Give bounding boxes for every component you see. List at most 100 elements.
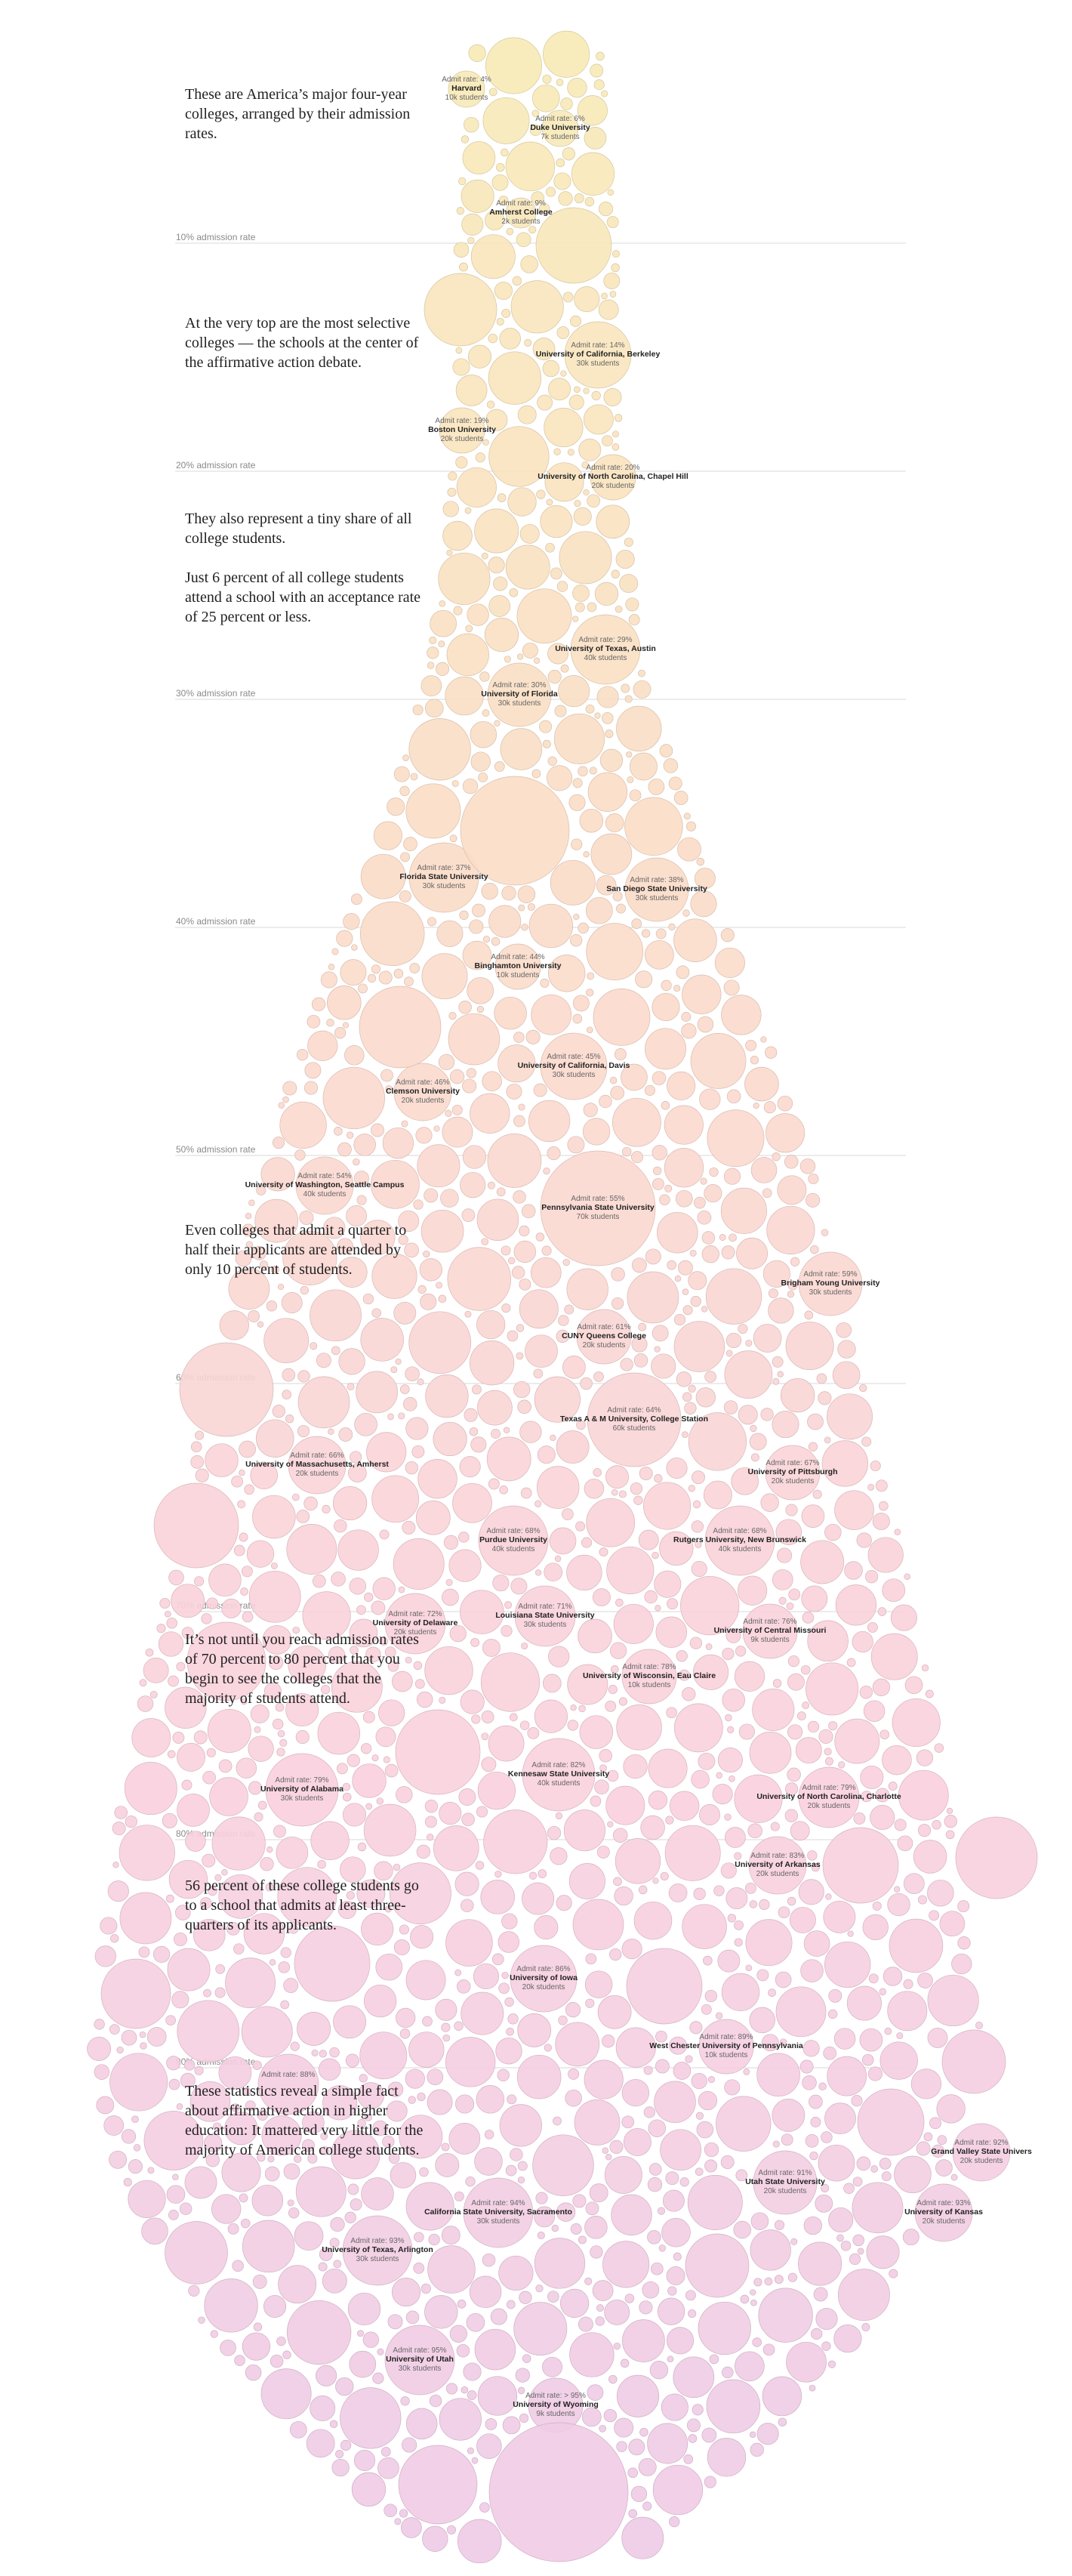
college-bubble[interactable] — [592, 1588, 611, 1607]
college-bubble[interactable] — [518, 1103, 525, 1111]
college-bubble[interactable] — [427, 917, 437, 927]
college-bubble[interactable] — [647, 2423, 688, 2464]
college-bubble[interactable] — [405, 2408, 438, 2440]
college-bubble[interactable] — [556, 2202, 576, 2222]
college-bubble[interactable] — [491, 1429, 501, 1439]
college-bubble[interactable] — [454, 2021, 464, 2031]
college-bubble[interactable] — [809, 2384, 816, 2392]
college-bubble[interactable] — [408, 2031, 445, 2068]
college-bubble[interactable] — [382, 2135, 395, 2149]
college-bubble[interactable] — [688, 1271, 707, 1291]
college-bubble[interactable] — [694, 868, 716, 890]
college-bubble[interactable] — [466, 1068, 476, 1078]
college-bubble[interactable] — [288, 2207, 300, 2219]
college-bubble[interactable] — [519, 1225, 530, 1237]
college-bubble[interactable] — [177, 2000, 240, 2063]
college-bubble[interactable] — [455, 456, 468, 469]
college-bubble[interactable] — [626, 1948, 703, 2025]
college-bubble[interactable] — [802, 2075, 817, 2090]
college-bubble[interactable] — [860, 1765, 884, 1790]
college-bubble[interactable] — [824, 1757, 833, 1766]
college-bubble[interactable] — [168, 1569, 184, 1586]
college-bubble[interactable] — [587, 772, 628, 812]
college-bubble[interactable] — [913, 1840, 947, 1874]
college-bubble[interactable] — [328, 964, 335, 970]
college-bubble[interactable] — [424, 1816, 437, 1828]
college-bubble[interactable] — [562, 292, 574, 303]
college-bubble[interactable] — [673, 985, 681, 992]
college-bubble[interactable] — [288, 1924, 298, 1934]
college-bubble[interactable] — [745, 1964, 753, 1972]
college-bubble[interactable] — [462, 1145, 487, 1169]
college-bubble[interactable] — [630, 1482, 643, 1495]
college-bubble[interactable] — [802, 2040, 820, 2057]
college-bubble[interactable] — [607, 1821, 614, 1828]
college-bubble[interactable] — [780, 1377, 815, 1413]
college-bubble[interactable] — [342, 2215, 413, 2286]
college-bubble[interactable] — [276, 1748, 285, 1757]
college-bubble[interactable] — [629, 789, 642, 802]
college-bubble[interactable] — [745, 1339, 753, 1347]
college-bubble[interactable] — [470, 1093, 510, 1134]
college-bubble[interactable] — [417, 1459, 457, 1499]
college-bubble[interactable] — [179, 1342, 274, 1437]
college-bubble[interactable] — [433, 1125, 440, 1132]
college-bubble[interactable] — [645, 939, 674, 970]
college-bubble[interactable] — [233, 1943, 245, 1954]
college-bubble[interactable] — [399, 1384, 410, 1394]
college-bubble[interactable] — [560, 97, 573, 110]
college-bubble[interactable] — [941, 2029, 1006, 2094]
college-bubble[interactable] — [631, 1151, 643, 1164]
college-bubble[interactable] — [639, 2300, 653, 2315]
college-bubble[interactable] — [633, 1495, 643, 1505]
college-bubble[interactable] — [233, 1544, 245, 1556]
college-bubble[interactable] — [254, 1199, 299, 1243]
college-bubble[interactable] — [774, 2275, 784, 2284]
college-bubble[interactable] — [541, 1245, 552, 1256]
college-bubble[interactable] — [765, 1113, 806, 1153]
college-bubble[interactable] — [241, 1566, 253, 1578]
college-bubble[interactable] — [775, 1971, 792, 1988]
college-bubble[interactable] — [555, 2022, 600, 2067]
college-bubble[interactable] — [491, 936, 501, 946]
college-bubble[interactable] — [713, 1885, 725, 1896]
college-bubble[interactable] — [411, 1445, 425, 1458]
college-bubble[interactable] — [562, 1258, 570, 1266]
college-bubble[interactable] — [476, 1199, 519, 1241]
college-bubble[interactable] — [278, 2265, 317, 2304]
college-bubble[interactable] — [188, 2284, 200, 2297]
college-bubble[interactable] — [121, 2029, 137, 2046]
college-bubble[interactable] — [818, 1729, 833, 1744]
college-bubble[interactable] — [327, 986, 362, 1020]
college-bubble[interactable] — [362, 2331, 379, 2348]
college-bubble[interactable] — [201, 1613, 212, 1624]
college-bubble[interactable] — [528, 1871, 538, 1880]
college-bubble[interactable] — [660, 1871, 669, 1880]
college-bubble[interactable] — [356, 1879, 386, 1908]
college-bubble[interactable] — [461, 1208, 476, 1222]
college-bubble[interactable] — [367, 973, 377, 983]
college-bubble[interactable] — [577, 95, 608, 126]
college-bubble[interactable] — [691, 1769, 710, 1789]
college-bubble[interactable] — [487, 1181, 495, 1189]
college-bubble[interactable] — [910, 2069, 942, 2099]
college-bubble[interactable] — [669, 2036, 687, 2055]
college-bubble[interactable] — [734, 1920, 744, 1930]
college-bubble[interactable] — [112, 1862, 119, 1868]
college-bubble[interactable] — [681, 1023, 697, 1039]
college-bubble[interactable] — [623, 2127, 652, 2156]
college-bubble[interactable] — [506, 2300, 516, 2309]
college-bubble[interactable] — [574, 193, 584, 204]
college-bubble[interactable] — [535, 2192, 548, 2204]
college-bubble[interactable] — [387, 2314, 403, 2330]
college-bubble[interactable] — [435, 1998, 457, 2021]
college-bubble[interactable] — [917, 1973, 933, 1988]
college-bubble[interactable] — [784, 1809, 798, 1822]
college-bubble[interactable] — [519, 1278, 531, 1291]
college-bubble[interactable] — [487, 1134, 542, 1188]
college-bubble[interactable] — [591, 390, 601, 401]
college-bubble[interactable] — [861, 2053, 874, 2066]
college-bubble[interactable] — [648, 2119, 667, 2137]
college-bubble[interactable] — [799, 2059, 814, 2074]
college-bubble[interactable] — [398, 1210, 420, 1232]
